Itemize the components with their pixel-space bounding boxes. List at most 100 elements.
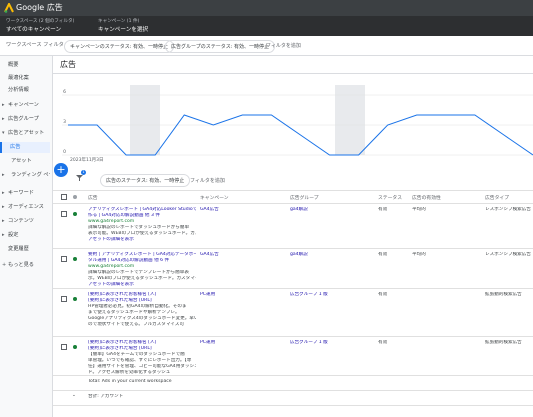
ad-line: 詳細な解説のレポートでダッシュボードから簡単 [88,225,190,230]
ad-line[interactable]: [要約]に表示された場合 [URL] [88,298,152,303]
filter-chip[interactable]: キャンペーンのステータス: 有効、一時停止 [64,40,175,53]
ad-line[interactable]: [要約]に表示されたお客様名 [人] [88,292,157,297]
nav-item[interactable]: 概要 [8,62,19,68]
ad-line[interactable]: アセットの詳細を表示 [88,237,134,242]
expand-icon[interactable]: ⌄ [72,393,76,398]
ad-line: まで使えるダッシュボードや解析テンプレ。 [88,310,180,315]
nav-item[interactable]: ランディング ページ [11,172,50,178]
group-cell[interactable]: ga4解説 [290,207,308,212]
add-filter[interactable]: フィルタを追加 [266,43,301,49]
type-cell: レスポンシブ検索広告 [485,252,531,257]
type-cell: レスポンシブ検索広告 [485,207,531,212]
ad-line: HP管理者必必見。初GA4の解析自動化。そのま [88,304,187,309]
weekend-band [130,85,160,155]
checkbox[interactable] [61,256,67,262]
ad-line: 示。WEBのプロが使えるダッシュボード。カスタマイ... [88,276,196,281]
column-header[interactable]: キャンペーン [200,196,229,201]
ad-line[interactable]: [要約]に表示された場合 [URL] [88,346,152,351]
campaign-cell[interactable]: GA4広告 [200,207,219,212]
checkbox[interactable] [61,211,67,217]
rowline [53,203,533,204]
campaign-cell[interactable]: PC運用 [200,340,216,345]
status-dot [73,297,77,301]
filter-badge: 1 [81,170,86,175]
nav-item[interactable]: 広告 [0,142,50,153]
column-header[interactable]: 広告グループ [290,196,319,201]
type-cell: 拡張動的検索広告 [485,292,522,297]
ad-line: www.ga4report.com [88,264,135,269]
checkbox[interactable] [61,194,67,200]
rowline [53,288,533,289]
nav-item[interactable]: もっと見る [8,262,34,268]
campaign-cell[interactable]: GA4広告 [200,252,219,257]
group-cell[interactable]: 広告グループ 1 版 [290,292,328,297]
ad-line: 単管理。いつでも確認、すぐにレポート出力。【専 [88,358,192,363]
trend-line [68,114,533,156]
status-cell: 有効 [378,340,388,345]
nav-item[interactable]: アセット [11,158,32,164]
ad-line[interactable]: 作る | GA4対応の解説動画 他 3 件 [88,213,160,218]
nav-arrow: ▸ [2,102,5,108]
campaign-cell[interactable]: PC運用 [200,292,216,297]
workspace-value[interactable]: すべてのキャンペーン [6,27,62,33]
nav-item[interactable]: 最適化案 [8,75,29,81]
filter-icon[interactable] [76,174,84,182]
workspace-label: ワークスペース (2 個のフィルタ) [6,19,75,24]
column-header[interactable]: ステータス [378,196,402,201]
ad-line: 任】運用サイトを管理、コピー可能なGA4用ダッシュボー [88,364,196,369]
header-bg [53,190,533,204]
column-header[interactable]: 広告 [88,196,98,201]
sidebar: 概要 最適化案 分析情報 キャンペーン ▸ 広告グループ ▸ 広告とアセット ▾ 広告 アセット ラン… [0,56,53,417]
ad-line[interactable]: アセットの詳細を表示 [88,282,134,287]
divider [53,73,533,74]
nav-item[interactable]: 広告グループ [8,116,39,122]
ad-line[interactable]: タル運用 | GA4対応の解説動画 他 6 件 [88,258,170,263]
group-cell[interactable]: 広告グループ 1 版 [290,340,328,345]
status-dot [73,257,77,261]
nav-arrow: ▾ [2,130,5,136]
filter-chip[interactable]: 広告グループのステータス: 有効、一時停止 [165,40,275,53]
ad-line[interactable]: [要約]に表示されたお客様名 [人] [88,340,157,345]
rowline [53,336,533,337]
campaign-value[interactable]: キャンペーンを選択 [98,27,149,33]
ad-line[interactable]: アナリティクスレポート | GA4対応Looker Studioで [88,207,196,212]
add-button[interactable]: + [54,163,68,177]
weekend-band [335,85,365,155]
nav-item[interactable]: 変更履歴 [8,246,29,252]
rowline [53,405,533,406]
effectiveness-cell: 平均的 [412,252,426,257]
group-cell[interactable]: ga4解説 [290,252,308,257]
type-cell: 拡張動的検索広告 [485,340,522,345]
rowline [53,375,533,376]
status-cell: 有効 [378,292,388,297]
status-cell: 有効 [378,252,388,257]
add-filter[interactable]: フィルタを追加 [190,178,225,184]
y-tick-label: 3 [63,119,66,125]
checkbox[interactable] [61,344,67,350]
status-dot [73,212,77,216]
nav-item[interactable]: 広告とアセット [8,130,45,136]
nav-item[interactable]: 分析情報 [8,87,29,93]
nav-arrow: ▸ [2,116,5,122]
nav-arrow: ▸ [2,172,5,178]
nav-item[interactable]: コンテンツ [8,218,34,224]
ad-line: 表示可能。WEBのプロが使えるダッシュボード。カス... [88,231,196,236]
checkbox[interactable] [61,296,67,302]
filter-label: ワークスペース フィルタ [6,42,64,48]
nav-item[interactable]: オーディエンス [8,204,44,210]
y-tick-label: 0 [63,149,66,155]
nav-item[interactable]: 設定 [8,232,19,238]
ad-line[interactable]: 要約 | アナリティクスレポート | GA4対応データポー [88,252,196,257]
nav-item[interactable]: キーワード [8,190,34,196]
scope-bar: ワークスペース (2 個のフィルタ) すべてのキャンペーン キャンペーン (1 … [0,16,533,36]
nav-arrow: ▸ [2,190,5,196]
column-header[interactable]: 広告の有効性 [412,196,441,201]
filter-chip[interactable]: 広告のステータス: 有効、一時停止 [100,174,191,187]
account-row: 合計: アカウント [88,394,124,399]
start-date: 2023年11月3日 [70,156,104,163]
nav-item[interactable]: キャンペーン [8,102,39,108]
ad-line: www.ga4report.com [88,219,135,224]
column-header[interactable]: 広告タイプ [485,196,509,201]
